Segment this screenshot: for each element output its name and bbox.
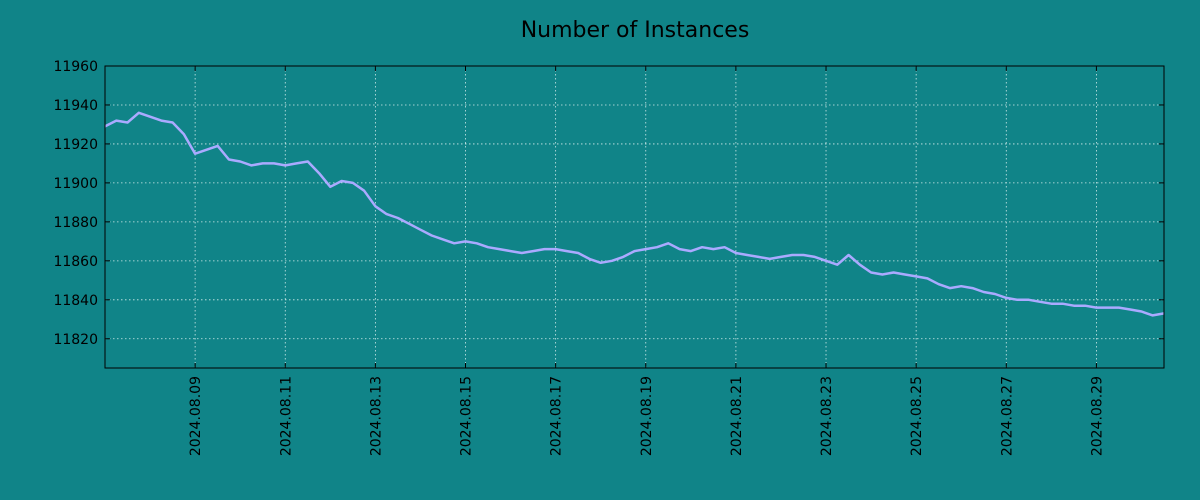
x-tick-label: 2024.08.11 — [278, 376, 294, 456]
y-tick-label: 11840 — [53, 293, 98, 309]
series-line — [104, 111, 1165, 317]
chart-title: Number of Instances — [521, 18, 750, 43]
grid — [105, 65, 1164, 368]
y-tick-label: 11860 — [53, 254, 98, 270]
x-tick-label: 2024.08.25 — [909, 376, 925, 456]
x-tick-label: 2024.08.15 — [459, 376, 475, 456]
x-tick-label: 2024.08.21 — [729, 376, 745, 456]
y-tick-label: 11900 — [53, 176, 98, 192]
x-tick-label: 2024.08.17 — [549, 376, 565, 456]
plot-frame — [104, 65, 1165, 369]
y-tick-label: 11960 — [53, 59, 98, 75]
x-tick-label: 2024.08.09 — [188, 376, 204, 456]
y-tick-label: 11880 — [53, 215, 98, 231]
x-tick-label: 2024.08.23 — [819, 376, 835, 456]
y-tick-label: 11920 — [53, 137, 98, 153]
x-tick-label: 2024.08.29 — [1089, 376, 1105, 456]
y-tick-label: 11940 — [53, 98, 98, 114]
x-tick-label: 2024.08.19 — [639, 376, 655, 456]
y-axis: 11820 11840 11860 11880 11900 11920 11940 11960 — [53, 59, 1164, 348]
x-tick-label: 2024.08.13 — [368, 376, 384, 456]
x-tick-label: 2024.08.27 — [999, 376, 1015, 456]
series-layer — [104, 111, 1165, 317]
y-tick-label: 11820 — [53, 332, 98, 348]
x-axis: 2024.08.09 2024.08.11 2024.08.13 2024.08.15… — [188, 66, 1105, 456]
